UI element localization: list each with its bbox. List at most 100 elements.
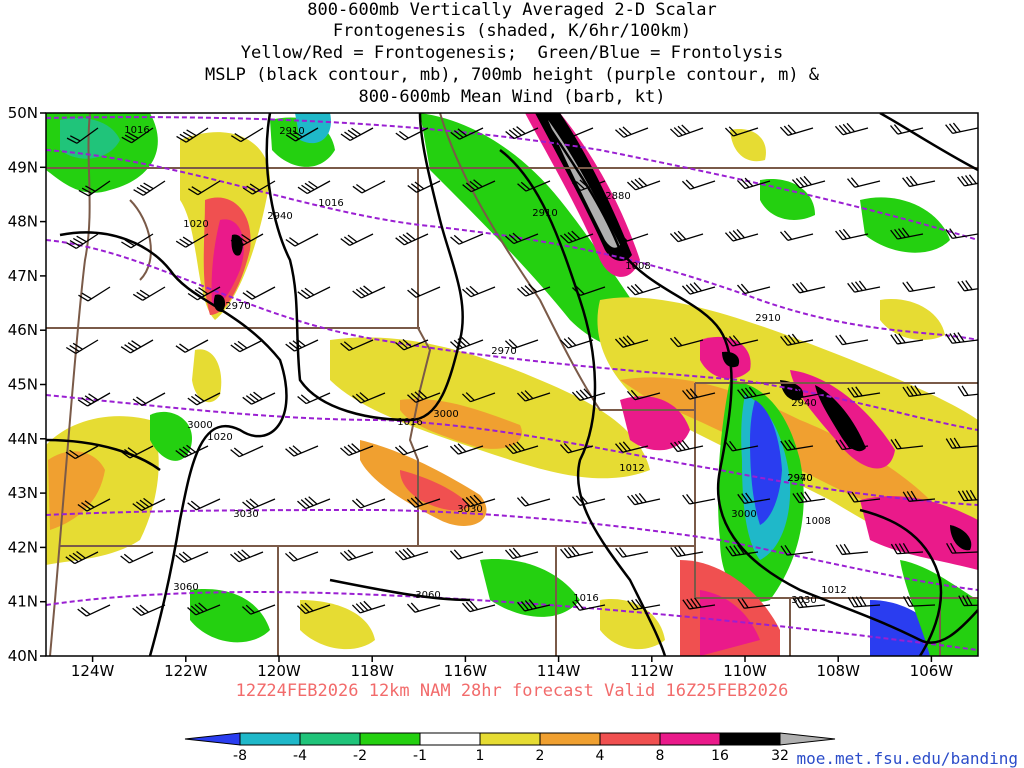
wind-barb	[285, 551, 319, 562]
map-plot-area: 2910 2940 2880 2910 2940 2970 2910 2970 …	[46, 113, 978, 656]
wind-barb	[120, 339, 154, 354]
lat-label: 50N	[8, 104, 38, 122]
frontogenesis-shading	[46, 113, 978, 656]
colorbar-segment	[239, 732, 301, 746]
wind-barb	[77, 604, 111, 617]
wind-barb	[615, 441, 649, 453]
wind-barb	[132, 286, 166, 301]
height-label: 2970	[491, 346, 516, 357]
wind-barb	[450, 127, 484, 140]
wind-barb	[780, 544, 814, 556]
shade-magenta	[700, 590, 760, 656]
wind-barb	[395, 232, 429, 246]
wind-barb	[285, 233, 319, 247]
wind-barb	[670, 439, 704, 453]
wind-barb	[462, 285, 496, 298]
wind-barb	[407, 180, 441, 193]
height-contours	[46, 116, 978, 651]
wind-barb	[449, 549, 484, 560]
wind-barb	[65, 339, 99, 355]
wind-barb	[352, 285, 386, 299]
colorbar-right-arrow	[779, 732, 836, 746]
wind-barb	[351, 600, 386, 614]
height-contour	[46, 591, 978, 651]
wind-barb	[406, 602, 441, 613]
wind-barb	[230, 339, 264, 353]
wind-barb	[66, 233, 99, 249]
wind-barb	[669, 336, 704, 348]
shade-yellow	[600, 599, 665, 650]
wind-barb	[340, 233, 374, 247]
wind-barb	[516, 390, 551, 402]
wind-barb	[725, 440, 759, 452]
wind-barb	[175, 551, 209, 563]
wind-barb	[407, 286, 441, 298]
wind-barb	[615, 126, 649, 138]
height-label: 2910	[755, 313, 780, 324]
lat-label: 48N	[8, 213, 38, 231]
colorbar-left-arrow	[184, 732, 241, 746]
wind-barb	[780, 333, 814, 346]
wind-barb	[682, 597, 716, 610]
mslp-contour	[59, 231, 288, 656]
wind-barb	[187, 392, 221, 406]
title-line-1: 800-600mb Vertically Averaged 2-D Scalar	[307, 0, 717, 20]
wind-barb	[242, 286, 276, 300]
wind-barb	[297, 180, 331, 195]
wind-barb	[890, 227, 924, 240]
wind-barb	[352, 498, 386, 509]
wind-barb	[505, 126, 539, 140]
wind-barb	[571, 285, 606, 297]
lat-label: 49N	[8, 158, 38, 176]
wind-barb	[792, 491, 826, 504]
colorbar-segment	[359, 732, 421, 746]
wind-barb	[297, 286, 331, 300]
wind-barb	[187, 498, 221, 511]
wind-barb	[394, 547, 429, 561]
wind-barb	[847, 596, 881, 608]
contour-labels: 2910 2940 2880 2910 2940 2970 2910 2970 …	[124, 125, 846, 606]
wind-barb	[902, 175, 936, 188]
wind-barb	[669, 230, 704, 243]
credit-url[interactable]: moe.met.fsu.edu/banding	[796, 749, 1018, 768]
wind-barb	[847, 491, 881, 503]
shade-green	[860, 197, 950, 253]
wind-barb	[340, 443, 374, 457]
colorbar-label: -2	[353, 748, 367, 764]
wind-barb	[792, 281, 826, 294]
longitude-axis: 124W 122W 120W 118W 116W 114W 112W 110W 108W 106W	[71, 656, 953, 680]
colorbar-label: 1	[476, 748, 485, 764]
lat-label: 41N	[8, 593, 38, 611]
wind-barb	[626, 283, 661, 296]
wind-barb	[242, 180, 276, 195]
height-label: 2910	[279, 126, 304, 137]
wind-barb	[461, 494, 496, 508]
wind-barb	[682, 493, 716, 505]
height-label: 3030	[233, 509, 258, 520]
wind-barb	[571, 388, 606, 402]
wind-barb	[724, 229, 759, 242]
shade-yellow	[330, 337, 650, 479]
wind-barb	[835, 438, 869, 451]
wind-barb	[890, 124, 924, 135]
wind-barb	[957, 385, 978, 397]
wind-barb	[395, 127, 429, 141]
wind-barb	[285, 445, 319, 457]
wind-barb	[736, 177, 771, 190]
wind-barb	[121, 233, 154, 249]
wind-barb	[175, 339, 209, 353]
wind-barb	[736, 283, 771, 295]
wind-barb	[669, 124, 704, 138]
wind-barb	[394, 445, 429, 456]
mslp-contour	[265, 113, 464, 422]
wind-barb	[516, 496, 551, 507]
wind-barb	[65, 550, 99, 565]
wind-barb	[681, 179, 716, 190]
wind-barb	[242, 391, 276, 405]
lat-label: 42N	[8, 538, 38, 556]
wind-barb	[66, 127, 99, 144]
height-label: 2970	[787, 473, 812, 484]
wind-barb	[504, 338, 539, 350]
colorbar-label: 32	[771, 748, 789, 764]
mslp-label: 1012	[821, 585, 846, 596]
